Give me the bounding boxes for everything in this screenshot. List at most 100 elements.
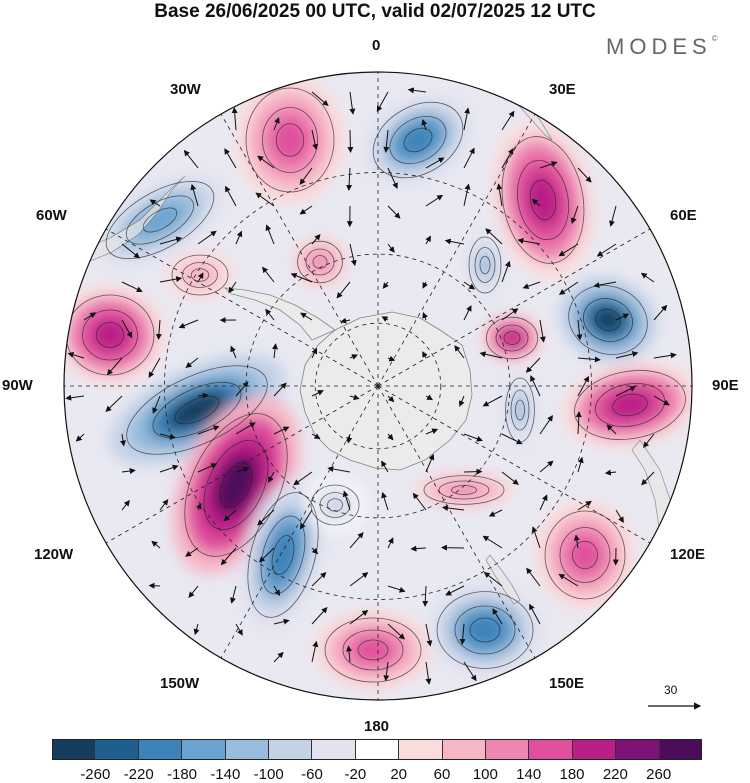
contour-line: [568, 285, 648, 355]
wind-arrow: [387, 355, 396, 362]
longitude-label-60w: 60W: [36, 207, 67, 224]
contour-line: [312, 255, 328, 269]
anomaly-blob: [465, 230, 505, 300]
colorbar-tick-label: -140: [210, 766, 241, 783]
colorbar-segment: [52, 739, 96, 760]
wind-arrow: [422, 281, 428, 289]
contour-line: [182, 262, 218, 288]
wind-arrow: [539, 319, 546, 343]
map-boundary: [63, 71, 693, 701]
wind-arrow: [258, 547, 275, 563]
contour-line: [574, 370, 686, 440]
contour-line: [468, 236, 502, 294]
wind-arrow: [67, 351, 85, 359]
wind-arrow: [531, 198, 541, 207]
contour-line: [454, 605, 516, 655]
wind-arrow: [220, 547, 237, 566]
contour-set: [184, 413, 288, 557]
contour-line: [247, 492, 319, 618]
wind-arrow: [479, 351, 503, 359]
anomaly-blob: [235, 75, 345, 205]
wind-arrow: [463, 661, 477, 682]
wind-arrow: [188, 585, 199, 598]
wind-arrow: [235, 422, 256, 435]
contour-line: [310, 484, 360, 526]
colorbar-segment: [225, 739, 270, 760]
wind-arrow: [311, 129, 319, 151]
longitude-label-30e: 30E: [549, 81, 576, 98]
anomaly-blob: [64, 285, 165, 385]
contour-line: [403, 127, 433, 153]
wind-arrow: [421, 119, 428, 131]
contour-line: [245, 87, 335, 193]
wind-arrow: [604, 469, 617, 476]
contour-line: [105, 181, 215, 259]
wind-arrow: [422, 585, 429, 607]
wind-arrow: [381, 460, 389, 473]
wind-arrow: [311, 390, 324, 397]
contour-line: [271, 535, 295, 575]
wind-arrow: [387, 585, 406, 593]
contour-line: [572, 540, 598, 570]
wind-arrow: [272, 343, 279, 359]
wind-arrow: [185, 357, 199, 368]
contour-set: [568, 285, 648, 355]
wind-arrow: [530, 375, 541, 397]
wind-arrow: [425, 453, 435, 473]
wind-arrow: [387, 167, 398, 189]
contour-line: [297, 240, 343, 284]
colorbar-segment: [659, 739, 703, 760]
wind-arrow: [197, 230, 217, 245]
wind-arrow: [383, 129, 390, 153]
wind-arrow: [311, 347, 318, 359]
pole-marker: ·: [376, 382, 379, 393]
wind-arrow: [268, 471, 275, 483]
anomaly-blob: [535, 500, 635, 610]
wind-arrow: [273, 382, 287, 397]
contour-line: [485, 316, 539, 360]
wind-arrow: [299, 205, 313, 215]
wind-arrow: [311, 91, 329, 107]
wind-arrow: [197, 425, 220, 435]
wind-arrow: [235, 623, 243, 636]
colorbar-segment: [616, 739, 660, 760]
contour-line: [529, 179, 557, 221]
anomaly-level: [568, 536, 602, 574]
wind-arrow: [529, 603, 541, 625]
wind-arrow: [327, 466, 351, 473]
colorbar-tick-label: -180: [166, 766, 198, 783]
wind-arrow: [488, 509, 503, 517]
wind-arrow: [299, 167, 313, 185]
wind-arrow: [496, 183, 503, 207]
colorbar-segment: [95, 739, 139, 760]
contour-line: [262, 107, 318, 173]
wind-arrow: [159, 433, 176, 440]
wind-arrow: [576, 319, 583, 341]
wind-arrow: [575, 411, 582, 435]
wind-arrow: [463, 107, 471, 131]
wind-arrow: [265, 224, 275, 245]
wind-arrow: [539, 460, 554, 473]
contour-line: [82, 309, 138, 361]
wind-arrow: [121, 319, 133, 339]
contour-line: [503, 331, 521, 345]
wind-arrow: [501, 148, 514, 169]
brand-text: MODES: [606, 34, 712, 59]
longitude-label-90e: 90E: [712, 377, 739, 394]
wind-arrow: [526, 567, 541, 587]
wind-arrow: [501, 110, 515, 131]
longitude-label-60e: 60E: [670, 207, 697, 224]
longitude-label-180: 180: [364, 718, 390, 735]
wind-arrow: [459, 623, 466, 645]
longitude-label-0: 0: [372, 37, 381, 54]
anomaly-level: [352, 636, 394, 664]
wind-arrow: [381, 491, 389, 511]
wind-arrow: [230, 585, 237, 604]
wind-arrow: [183, 149, 199, 169]
longitude-label-150e: 150E: [549, 675, 585, 692]
contour-line: [319, 492, 351, 518]
colorbar-segment: [312, 739, 356, 760]
wind-arrow: [609, 205, 617, 227]
wind-arrow: [501, 308, 519, 321]
